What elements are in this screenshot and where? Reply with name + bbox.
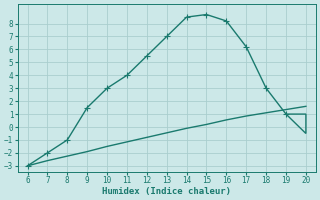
X-axis label: Humidex (Indice chaleur): Humidex (Indice chaleur)	[102, 187, 231, 196]
